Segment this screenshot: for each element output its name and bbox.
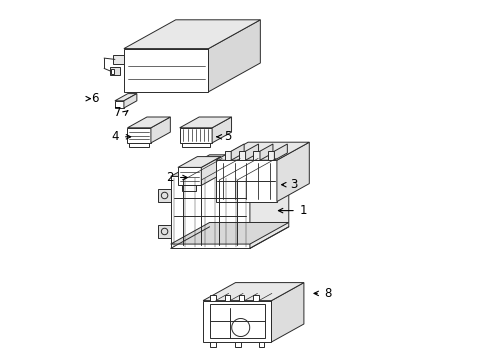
Text: 2: 2 <box>166 171 173 184</box>
Polygon shape <box>123 94 137 108</box>
Polygon shape <box>170 176 249 248</box>
Polygon shape <box>170 155 288 176</box>
Polygon shape <box>158 189 170 202</box>
Polygon shape <box>224 295 230 301</box>
Polygon shape <box>201 157 220 185</box>
Polygon shape <box>212 117 231 143</box>
Polygon shape <box>123 49 208 92</box>
Polygon shape <box>253 151 260 160</box>
Polygon shape <box>178 157 220 167</box>
Polygon shape <box>260 144 272 160</box>
Polygon shape <box>109 67 120 75</box>
Polygon shape <box>181 185 196 191</box>
Text: 8: 8 <box>324 287 331 300</box>
Polygon shape <box>249 155 288 248</box>
Polygon shape <box>127 117 170 128</box>
Polygon shape <box>151 117 170 143</box>
Polygon shape <box>215 160 276 202</box>
Polygon shape <box>178 167 201 185</box>
Polygon shape <box>258 342 264 347</box>
Polygon shape <box>113 55 123 64</box>
Text: 6: 6 <box>90 92 98 105</box>
Polygon shape <box>276 142 309 202</box>
Polygon shape <box>129 143 149 147</box>
Polygon shape <box>209 304 264 338</box>
Text: 7: 7 <box>114 106 122 119</box>
Text: 1: 1 <box>300 204 307 217</box>
Polygon shape <box>267 151 274 160</box>
Polygon shape <box>239 151 245 160</box>
Text: 5: 5 <box>224 130 231 143</box>
Polygon shape <box>239 295 244 301</box>
Polygon shape <box>210 295 215 301</box>
Polygon shape <box>115 94 137 101</box>
Polygon shape <box>210 342 215 347</box>
Polygon shape <box>203 283 303 301</box>
Text: 4: 4 <box>111 130 119 143</box>
Polygon shape <box>203 301 271 342</box>
Polygon shape <box>170 222 288 244</box>
Polygon shape <box>115 101 123 108</box>
Polygon shape <box>274 144 287 160</box>
Polygon shape <box>215 142 309 160</box>
Polygon shape <box>245 144 258 160</box>
Text: 3: 3 <box>290 178 297 191</box>
Polygon shape <box>235 342 241 347</box>
Polygon shape <box>253 295 258 301</box>
Polygon shape <box>123 20 260 49</box>
Polygon shape <box>111 69 114 74</box>
Polygon shape <box>224 151 231 160</box>
Polygon shape <box>158 225 170 238</box>
Polygon shape <box>181 143 210 147</box>
Polygon shape <box>271 283 303 342</box>
Polygon shape <box>127 128 151 143</box>
Polygon shape <box>208 20 260 92</box>
Polygon shape <box>231 144 244 160</box>
Polygon shape <box>179 117 231 128</box>
Polygon shape <box>179 128 212 143</box>
